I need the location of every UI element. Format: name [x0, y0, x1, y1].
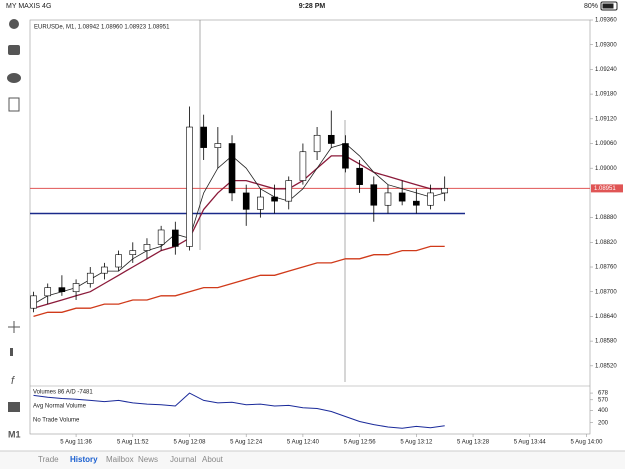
candle-body — [285, 180, 293, 202]
chat-icon[interactable] — [8, 45, 20, 55]
volume-label: Volumes 86 A/D -7481 — [33, 390, 93, 396]
x-tick-label: 5 Aug 13:28 — [457, 440, 490, 446]
tab[interactable]: Trade — [38, 455, 59, 464]
timeframe-button[interactable]: M1 — [8, 429, 21, 439]
y-tick-label: 1.08700 — [595, 289, 617, 295]
candle-body — [342, 143, 349, 169]
candle-body — [115, 254, 122, 268]
tab[interactable]: About — [202, 455, 224, 464]
objects-icon[interactable] — [8, 402, 20, 412]
account-icon[interactable] — [9, 19, 19, 29]
candle-body — [441, 188, 448, 194]
x-tick-label: 5 Aug 12:08 — [173, 440, 206, 446]
x-tick-label: 5 Aug 12:56 — [344, 440, 377, 446]
chart-frame — [29, 19, 591, 435]
moving-average — [33, 155, 445, 309]
x-tick-label: 5 Aug 13:12 — [400, 440, 433, 446]
y-tick-label: 1.08760 — [595, 265, 617, 271]
volume-tick-label: 570 — [598, 397, 609, 403]
x-tick-label: 5 Aug 11:36 — [60, 440, 92, 446]
tab[interactable]: History — [70, 455, 98, 464]
tab[interactable]: News — [138, 455, 158, 464]
carrier: MY MAXIS 4G — [6, 3, 51, 10]
candle-body — [356, 167, 363, 185]
candle-body — [370, 184, 378, 206]
chart-type-icon[interactable] — [10, 348, 13, 356]
volume-label: No Trade Volume — [33, 418, 80, 424]
candle-body — [427, 192, 434, 206]
indicators-icon[interactable]: f — [11, 375, 15, 387]
chart-header: EURUSDe, M1, 1.08942 1.08960 1.08923 1.0… — [34, 25, 170, 31]
candle-body — [214, 143, 222, 148]
y-tick-label: 1.08520 — [595, 363, 617, 369]
clock: 9:28 PM — [299, 3, 326, 10]
y-tick-label: 1.08580 — [595, 339, 617, 345]
candle-body — [200, 126, 207, 148]
message-icon[interactable] — [7, 73, 21, 83]
new-order-icon[interactable] — [8, 97, 20, 112]
candle-body — [30, 295, 37, 309]
volume-line — [33, 392, 445, 429]
candle-body — [101, 266, 108, 274]
bid-label: 1.08951 — [594, 186, 616, 192]
battery-icon — [600, 1, 618, 11]
candle-body — [299, 151, 307, 181]
toolbar: f — [7, 19, 21, 412]
x-tick-label: 5 Aug 13:44 — [514, 440, 547, 446]
candle-body — [186, 126, 193, 247]
y-tick-label: 1.09240 — [595, 67, 617, 73]
moving-average — [33, 245, 445, 318]
candle-body — [86, 272, 94, 284]
tab-bar — [0, 451, 625, 469]
candle-body — [242, 192, 250, 210]
battery-level: 80% — [584, 3, 598, 10]
y-tick-label: 1.09360 — [595, 18, 617, 24]
x-tick-label: 5 Aug 12:40 — [287, 440, 320, 446]
candle-body — [143, 244, 151, 251]
candle-body — [398, 192, 406, 202]
candle-body — [327, 134, 335, 144]
tab[interactable]: Mailbox — [106, 455, 134, 464]
y-tick-label: 1.08820 — [595, 240, 617, 246]
y-tick-label: 1.09300 — [595, 42, 617, 48]
y-tick-label: 1.09060 — [595, 141, 617, 147]
bid-label-box — [591, 184, 623, 193]
x-tick-label: 5 Aug 11:52 — [117, 440, 149, 446]
candle-body — [384, 192, 392, 206]
candle-body — [172, 229, 179, 247]
candle-body — [129, 250, 137, 255]
y-tick-label: 1.08640 — [595, 314, 617, 320]
x-tick-label: 5 Aug 12:24 — [230, 440, 263, 446]
y-tick-label: 1.09120 — [595, 116, 617, 122]
candle-body — [228, 143, 236, 194]
volume-tick-label: 400 — [598, 408, 609, 414]
y-tick-label: 1.09180 — [595, 92, 617, 98]
crosshair-icon[interactable] — [8, 321, 20, 333]
candle-body — [157, 229, 165, 245]
battery-fill — [602, 3, 614, 9]
volume-tick-label: 200 — [598, 420, 609, 426]
volume-label: Avg Normal Volume — [33, 404, 87, 410]
y-tick-label: 1.08880 — [595, 215, 617, 221]
candle-body — [271, 196, 278, 202]
candle-body — [44, 287, 52, 297]
x-tick-label: 5 Aug 14:00 — [570, 440, 603, 446]
candle-body — [72, 283, 80, 293]
candle-body — [58, 287, 66, 293]
y-tick-label: 1.09000 — [595, 166, 617, 172]
candle-body — [257, 196, 264, 210]
tab[interactable]: Journal — [170, 455, 196, 464]
volume-tick-label: 678 — [598, 391, 609, 397]
candle-body — [413, 200, 420, 206]
candle-body — [313, 134, 321, 153]
